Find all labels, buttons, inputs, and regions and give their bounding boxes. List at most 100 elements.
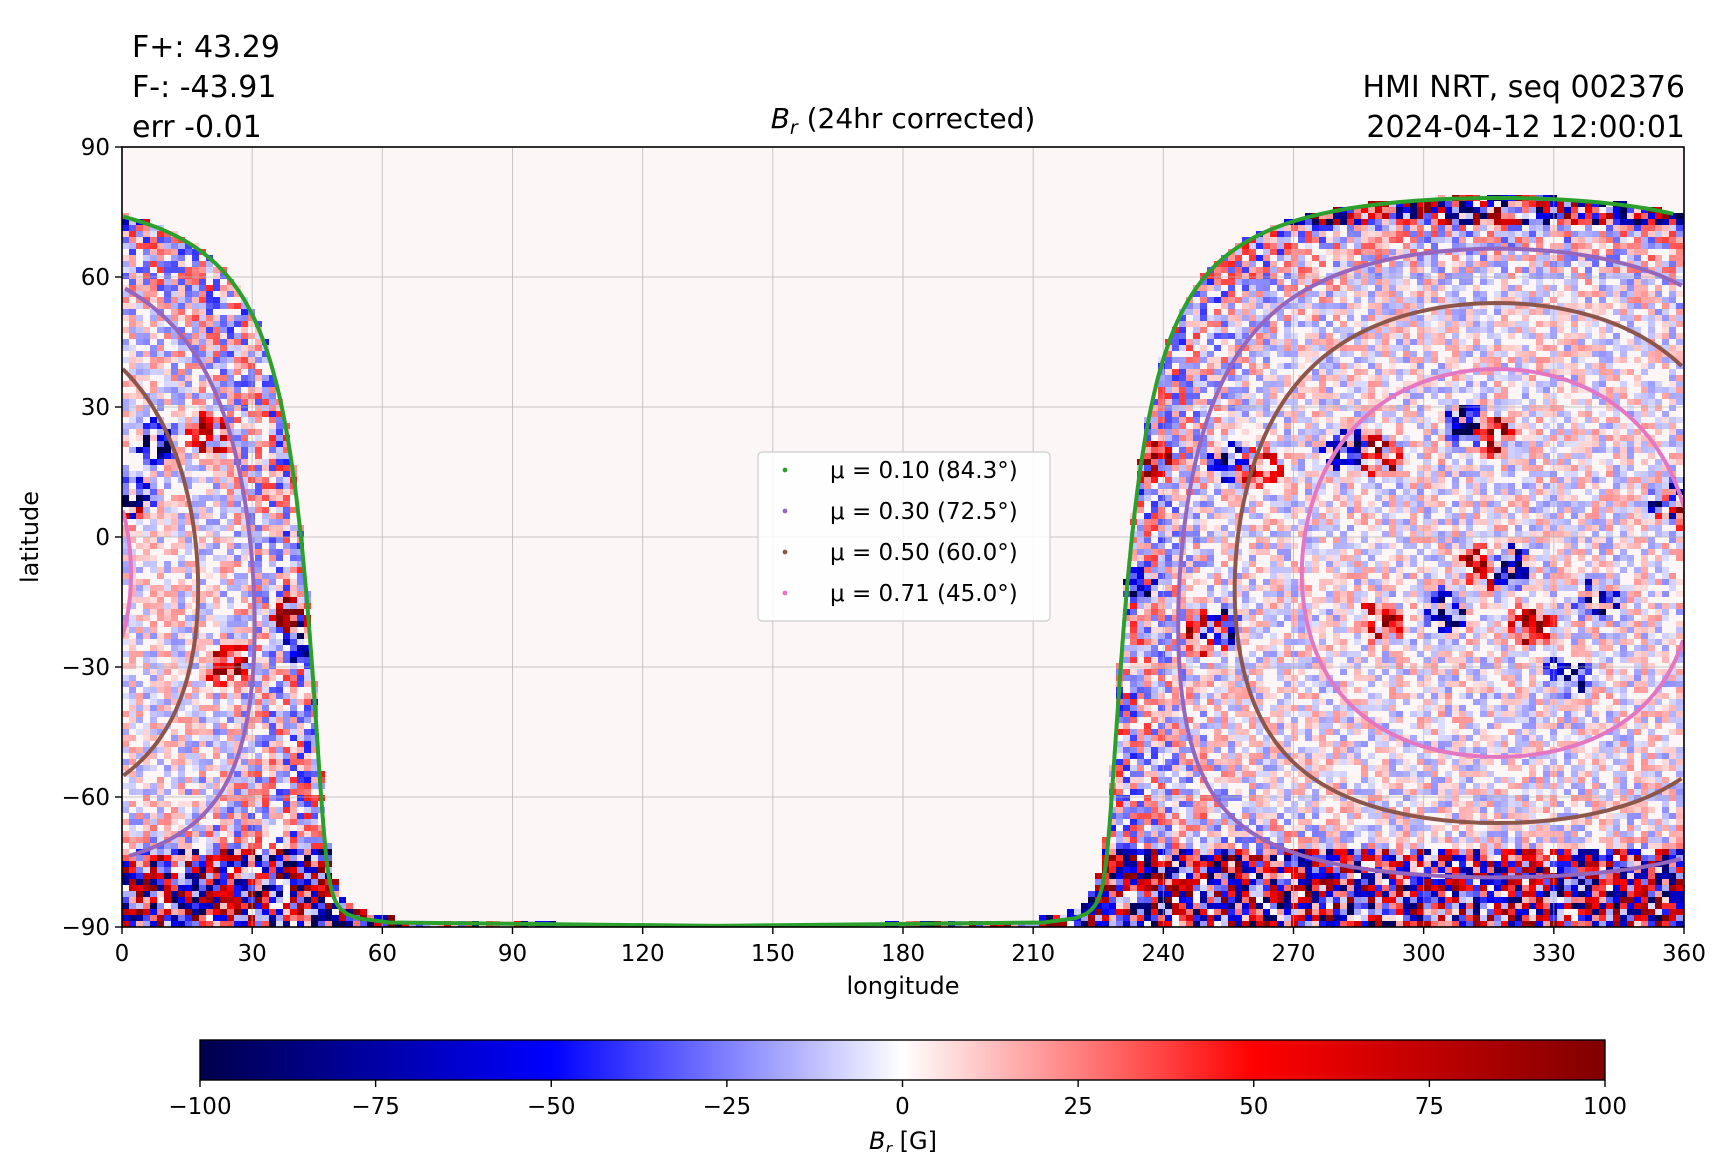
br-pixel [1340, 531, 1347, 537]
br-pixel [1452, 207, 1459, 213]
br-pixel [1312, 369, 1319, 375]
br-pixel [1592, 417, 1599, 423]
br-pixel [276, 585, 283, 591]
br-pixel [1403, 525, 1410, 531]
br-pixel [1354, 243, 1361, 249]
br-pixel [262, 483, 269, 489]
br-pixel [1655, 501, 1662, 507]
br-pixel [1249, 561, 1256, 567]
br-pixel [1354, 357, 1361, 363]
br-pixel [150, 519, 157, 525]
br-pixel [1606, 447, 1613, 453]
br-pixel [1375, 381, 1382, 387]
br-pixel [1389, 327, 1396, 333]
br-pixel [1256, 543, 1263, 549]
br-pixel [1417, 417, 1424, 423]
br-pixel [1459, 375, 1466, 381]
br-pixel [178, 501, 185, 507]
br-pixel [1564, 345, 1571, 351]
br-pixel [1228, 471, 1235, 477]
br-pixel [1256, 411, 1263, 417]
br-pixel [1242, 333, 1249, 339]
br-pixel [1186, 345, 1193, 351]
br-pixel [164, 273, 171, 279]
br-pixel [1312, 315, 1319, 321]
br-pixel [234, 393, 241, 399]
br-pixel [1557, 429, 1564, 435]
br-pixel [1459, 447, 1466, 453]
br-pixel [178, 513, 185, 519]
br-pixel [206, 531, 213, 537]
br-pixel [1501, 549, 1508, 555]
br-pixel [150, 561, 157, 567]
br-pixel [1655, 561, 1662, 567]
br-pixel [1200, 525, 1207, 531]
br-pixel [1256, 471, 1263, 477]
br-pixel [157, 267, 164, 273]
br-pixel [1151, 549, 1158, 555]
br-pixel [1676, 315, 1683, 321]
br-pixel [1305, 345, 1312, 351]
br-pixel [171, 603, 178, 609]
br-pixel [164, 387, 171, 393]
br-pixel [1214, 369, 1221, 375]
br-pixel [1333, 357, 1340, 363]
br-pixel [1375, 579, 1382, 585]
br-pixel [276, 603, 283, 609]
br-pixel [1557, 537, 1564, 543]
br-pixel [1368, 357, 1375, 363]
br-pixel [1634, 273, 1641, 279]
br-pixel [1424, 597, 1431, 603]
br-pixel [290, 549, 297, 555]
br-pixel [1186, 387, 1193, 393]
br-pixel [1466, 387, 1473, 393]
br-pixel [1564, 201, 1571, 207]
br-pixel [213, 345, 220, 351]
br-pixel [171, 285, 178, 291]
br-pixel [1347, 231, 1354, 237]
br-pixel [1291, 243, 1298, 249]
br-pixel [1193, 549, 1200, 555]
br-pixel [178, 309, 185, 315]
br-pixel [143, 339, 150, 345]
br-pixel [1312, 255, 1319, 261]
br-pixel [1137, 579, 1144, 585]
br-pixel [1529, 219, 1536, 225]
br-pixel [1466, 495, 1473, 501]
br-pixel [1417, 405, 1424, 411]
br-pixel [157, 303, 164, 309]
br-pixel [1291, 333, 1298, 339]
br-pixel [1634, 483, 1641, 489]
br-pixel [1487, 531, 1494, 537]
br-pixel [192, 387, 199, 393]
br-pixel [1186, 303, 1193, 309]
br-pixel [1648, 297, 1655, 303]
br-pixel [1396, 387, 1403, 393]
br-pixel [1480, 267, 1487, 273]
br-pixel [1571, 327, 1578, 333]
br-pixel [1487, 465, 1494, 471]
br-pixel [1522, 483, 1529, 489]
br-pixel [1410, 447, 1417, 453]
br-pixel [1571, 285, 1578, 291]
br-pixel [1368, 543, 1375, 549]
br-pixel [1228, 519, 1235, 525]
br-pixel [1270, 345, 1277, 351]
br-pixel [1403, 381, 1410, 387]
br-pixel [290, 489, 297, 495]
br-pixel [1228, 453, 1235, 459]
br-pixel [1368, 231, 1375, 237]
flux-negative-text: F-: -43.91 [132, 70, 277, 105]
br-pixel [220, 345, 227, 351]
br-pixel [136, 411, 143, 417]
br-pixel [1557, 207, 1564, 213]
br-pixel [1606, 507, 1613, 513]
br-pixel [1543, 459, 1550, 465]
br-pixel [1424, 441, 1431, 447]
br-pixel [255, 411, 262, 417]
br-pixel [1333, 591, 1340, 597]
br-pixel [1487, 585, 1494, 591]
br-pixel [1627, 555, 1634, 561]
br-pixel [1620, 303, 1627, 309]
br-pixel [1459, 201, 1466, 207]
